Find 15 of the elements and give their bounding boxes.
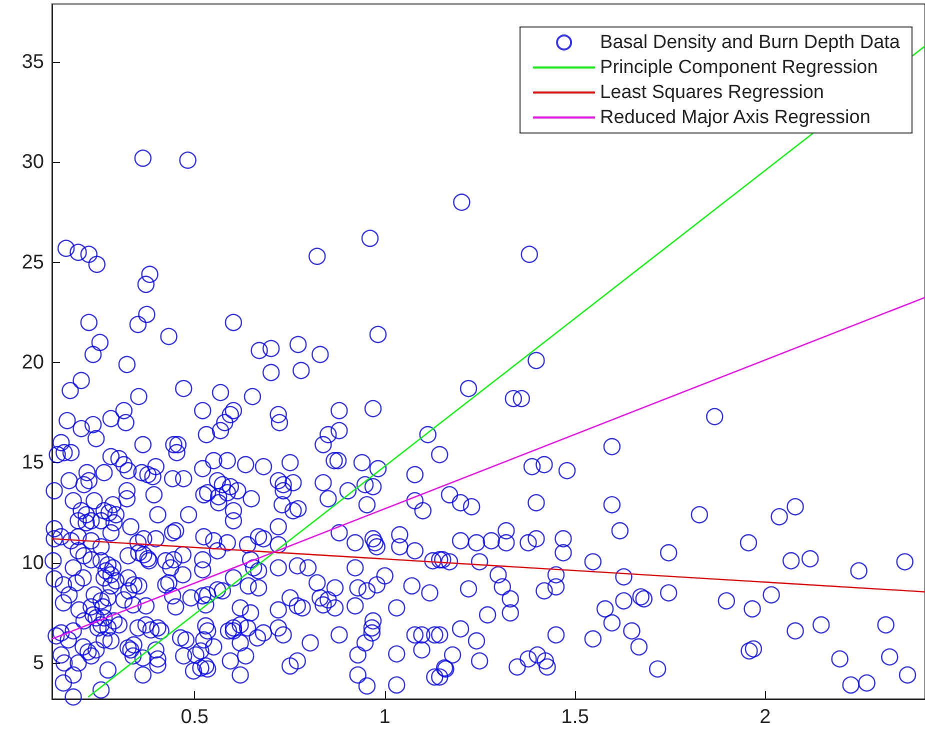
y-tick-label: 10 <box>22 552 44 574</box>
x-tick-label: 2 <box>760 706 771 728</box>
y-tick-label: 5 <box>32 652 44 674</box>
y-tick-label: 35 <box>22 51 44 74</box>
legend-label: Least Squares Regression <box>600 82 824 103</box>
x-tick-label: 1.5 <box>561 706 589 728</box>
y-tick-label: 20 <box>22 352 44 374</box>
y-tick-label: 25 <box>22 251 44 274</box>
y-tick-label: 30 <box>22 151 44 174</box>
legend-label: Principle Component Regression <box>600 57 878 78</box>
legend-label: Basal Density and Burn Depth Data <box>600 32 900 53</box>
x-tick-label: 1 <box>379 706 390 728</box>
legend-label: Reduced Major Axis Regression <box>600 107 870 128</box>
y-tick-label: 15 <box>22 452 44 474</box>
x-tick-label: 0.5 <box>180 706 209 728</box>
